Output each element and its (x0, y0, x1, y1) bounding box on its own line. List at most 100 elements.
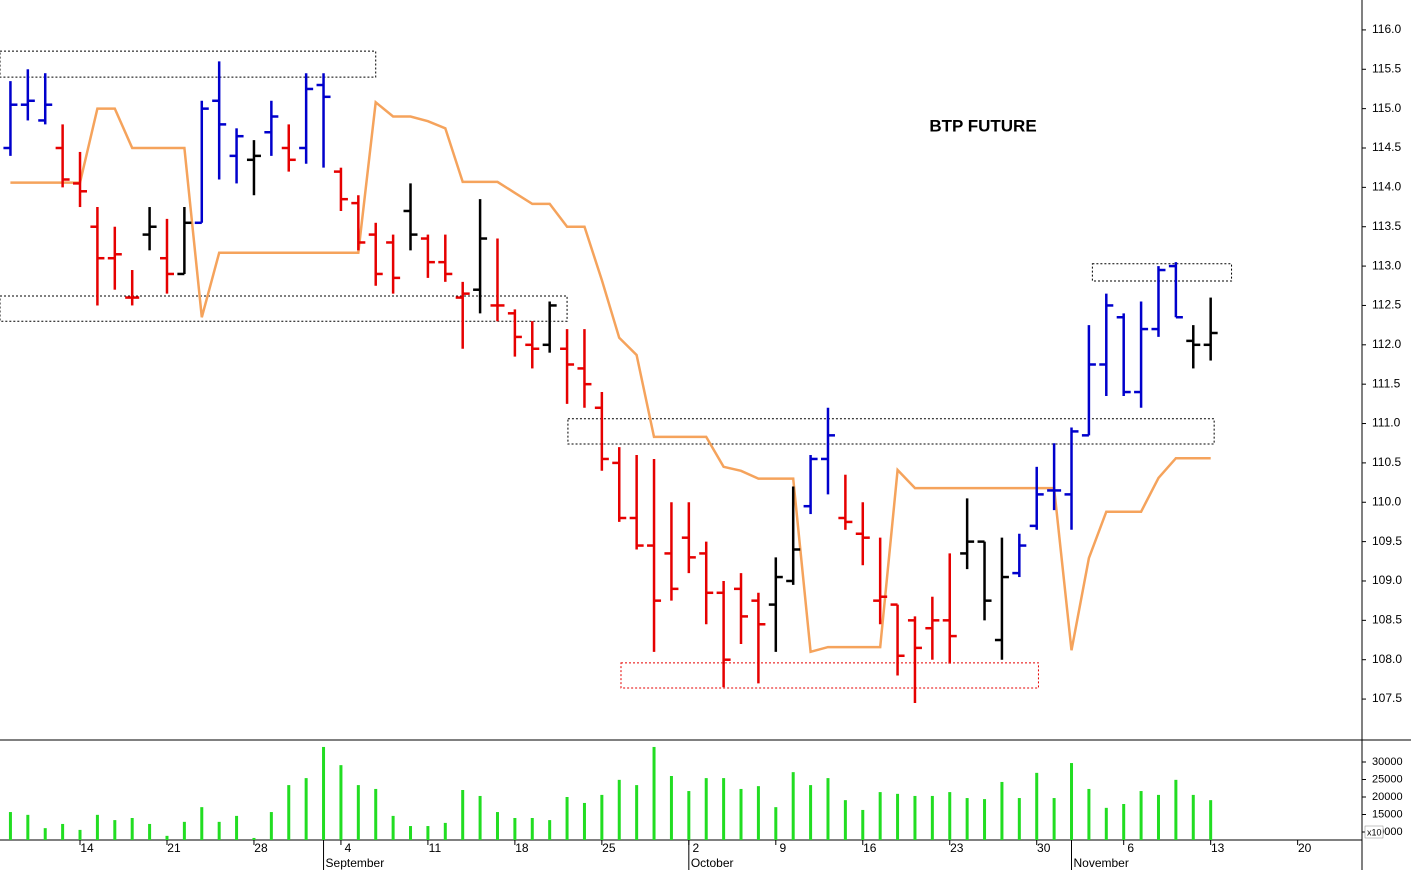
y-tick-label: 113.0 (1372, 258, 1401, 272)
stop-line (10, 99, 1211, 654)
volume-bar (687, 791, 691, 840)
volume-bar (1209, 800, 1213, 840)
y-tick-label: 115.0 (1372, 101, 1401, 115)
volume-bar (1087, 788, 1091, 840)
x-tick-label: 9 (779, 841, 786, 855)
volume-bar (1000, 781, 1004, 840)
y-tick-label: 30000 (1372, 756, 1403, 768)
volume-bar (548, 820, 552, 840)
volume-bar (791, 772, 795, 840)
scale-box (1364, 825, 1384, 839)
volume-bar (1070, 763, 1074, 840)
y-tick-label: 108.5 (1372, 613, 1402, 627)
volume-bar (8, 812, 12, 840)
x-tick-label: 6 (1127, 841, 1134, 855)
y-tick-label: 108.0 (1372, 652, 1402, 666)
volume-bar (95, 814, 99, 840)
y-tick-label: 25000 (1372, 773, 1403, 785)
volume-bar (930, 795, 934, 840)
volume-bar (704, 778, 708, 840)
volume-bar (861, 809, 865, 840)
y-tick-label: 114.5 (1372, 140, 1401, 154)
volume-bar (913, 795, 917, 840)
x-tick-label: 20 (1298, 841, 1312, 855)
volume-bar (826, 778, 830, 840)
volume-bar (1104, 807, 1108, 840)
y-tick-label: 110.5 (1372, 455, 1401, 469)
volume-bar (600, 794, 604, 840)
volume-bar (565, 796, 569, 840)
volume-bar (478, 795, 482, 840)
y-tick-label: 20000 (1372, 791, 1403, 803)
volume-bar (43, 828, 47, 840)
volume-bar (965, 798, 969, 840)
y-tick-label: 112.5 (1372, 298, 1401, 312)
y-tick-label: 115.5 (1372, 61, 1401, 75)
y-tick-label: 112.0 (1372, 337, 1401, 351)
volume-bar (1017, 798, 1021, 840)
volume-bar (1052, 798, 1056, 840)
volume-bar (948, 792, 952, 840)
volume-bar (809, 785, 813, 840)
volume-bar (235, 815, 239, 840)
x-tick-label: 16 (863, 841, 877, 855)
y-tick-label: 111.5 (1372, 376, 1401, 390)
zone (620, 662, 1039, 689)
volume-bar (26, 814, 30, 840)
volume-bar (200, 807, 204, 840)
volume-bar (739, 788, 743, 840)
zone (0, 50, 377, 78)
month-label: September (326, 856, 385, 870)
volume-bar (617, 779, 621, 840)
y-tick-label: 111.0 (1372, 416, 1401, 430)
volume-bar (1191, 794, 1195, 840)
volume-bar (252, 837, 256, 840)
x-tick-label: 2 (692, 841, 699, 855)
volume-bar (61, 823, 65, 840)
volume-bar (304, 778, 308, 840)
volume-bar (1156, 794, 1160, 840)
volume-bar (182, 821, 186, 840)
volume-bar (269, 812, 273, 840)
volume-bar (530, 817, 534, 840)
volume-bar (652, 746, 656, 840)
volume-bar (391, 815, 395, 840)
volume-bar (374, 788, 378, 840)
volume-bar (513, 817, 517, 840)
volume-bar (217, 821, 221, 840)
volume-bar (426, 826, 430, 840)
zone (1091, 263, 1233, 282)
volume-bar (774, 807, 778, 840)
x-tick-label: 21 (167, 841, 181, 855)
volume-bar (1174, 779, 1178, 840)
volume-bar (339, 765, 343, 840)
x-tick-label: 30 (1037, 841, 1051, 855)
x-tick-label: 13 (1211, 841, 1225, 855)
month-label: November (1074, 856, 1129, 870)
volume-bar (287, 785, 291, 840)
month-label: October (691, 856, 734, 870)
chart-title: BTP FUTURE (929, 116, 1036, 135)
volume-bar (722, 778, 726, 840)
volume-bar (409, 826, 413, 840)
volume-bar (1139, 791, 1143, 840)
volume-bar (130, 817, 134, 840)
volume-bar (843, 800, 847, 840)
y-tick-label: 109.5 (1372, 534, 1402, 548)
volume-bar (983, 799, 987, 840)
x-tick-label: 11 (429, 841, 442, 855)
volume-bar (165, 835, 169, 840)
x-tick-label: 14 (80, 841, 94, 855)
volume-bar (1035, 772, 1039, 840)
y-tick-label: 15000 (1372, 808, 1403, 820)
x-tick-label: 18 (515, 841, 529, 855)
volume-bar (582, 802, 586, 840)
volume-bar (1122, 803, 1126, 840)
volume-bar (322, 746, 326, 840)
volume-bar (356, 785, 360, 840)
volume-bar (669, 776, 673, 840)
volume-bar (461, 790, 465, 840)
scale-label: x10 (1367, 827, 1382, 837)
